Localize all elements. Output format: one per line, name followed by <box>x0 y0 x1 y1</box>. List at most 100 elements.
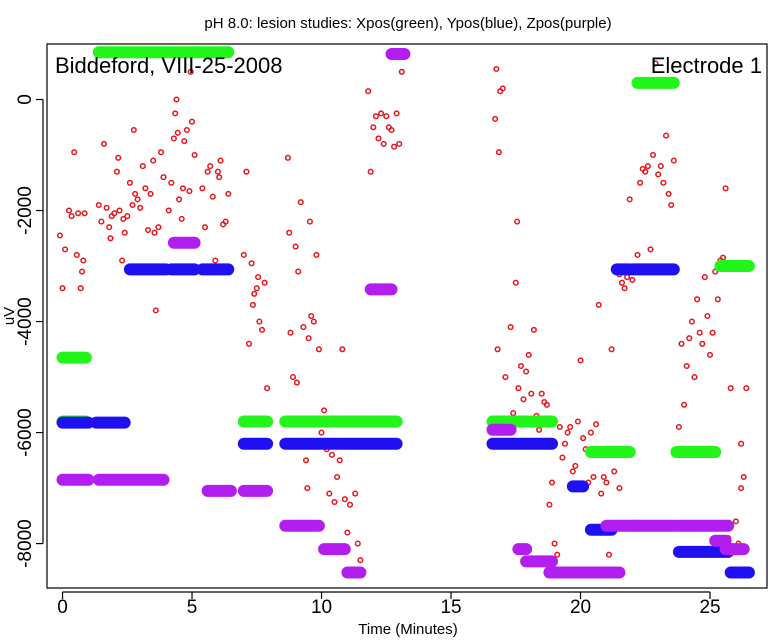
signal-point-120 <box>378 110 385 117</box>
signal-point-122 <box>383 113 390 120</box>
signal-point-24 <box>120 215 127 222</box>
signal-point-140 <box>515 385 522 392</box>
signal-point-163 <box>574 418 581 425</box>
signal-point-189 <box>642 168 649 175</box>
signal-point-78 <box>256 318 263 325</box>
x-tick-label-4: 20 <box>570 597 591 618</box>
x-tick-label-5: 25 <box>699 597 720 618</box>
signal-point-216 <box>714 296 721 303</box>
signal-point-105 <box>334 473 341 481</box>
signal-point-177 <box>611 468 618 475</box>
signal-point-32 <box>137 204 144 211</box>
signal-point-159 <box>564 429 571 436</box>
signal-point-172 <box>598 490 605 497</box>
signal-point-176 <box>608 346 615 353</box>
signal-point-139 <box>514 218 521 225</box>
signal-point-23 <box>119 257 126 264</box>
signal-point-88 <box>295 268 302 275</box>
signal-point-222 <box>732 518 739 525</box>
signal-point-116 <box>367 168 374 175</box>
signal-point-209 <box>696 329 703 336</box>
signal-point-221 <box>727 385 734 392</box>
signal-point-125 <box>391 143 398 150</box>
signal-point-119 <box>375 135 382 142</box>
signal-point-144 <box>525 351 532 358</box>
signal-point-9 <box>78 268 86 275</box>
signal-point-33 <box>139 163 146 170</box>
signal-point-107 <box>339 346 346 353</box>
signal-point-115 <box>365 88 372 95</box>
signal-point-49 <box>176 196 183 203</box>
signal-point-152 <box>546 501 553 508</box>
signal-point-114 <box>357 557 364 564</box>
signal-point-86 <box>292 243 299 250</box>
signal-points <box>56 60 750 564</box>
signal-point-127 <box>396 140 403 147</box>
signal-point-143 <box>523 368 530 375</box>
signal-point-3 <box>65 207 73 214</box>
signal-point-8 <box>77 285 84 292</box>
signal-point-30 <box>132 190 139 197</box>
signal-point-121 <box>380 140 387 147</box>
signal-point-41 <box>157 149 165 156</box>
signal-point-190 <box>644 163 651 170</box>
signal-point-51 <box>179 185 187 192</box>
signal-point-154 <box>551 540 558 547</box>
signal-point-171 <box>595 301 602 308</box>
signal-point-59 <box>201 224 209 231</box>
signal-point-64 <box>214 168 221 175</box>
signal-point-80 <box>261 279 268 286</box>
signal-point-199 <box>668 201 675 209</box>
signal-point-26 <box>124 213 131 220</box>
y-tick-label-3: -6000 <box>15 408 36 457</box>
signal-point-203 <box>681 401 688 408</box>
position-segments <box>56 46 755 579</box>
signal-point-148 <box>536 426 543 433</box>
signal-point-20 <box>113 168 120 175</box>
signal-point-218 <box>719 254 727 261</box>
signal-point-35 <box>144 226 152 234</box>
y-tick-label-2: -4000 <box>15 297 36 346</box>
signal-point-155 <box>554 551 561 558</box>
signal-point-71 <box>243 168 250 175</box>
signal-point-54 <box>186 188 193 195</box>
signal-point-164 <box>577 357 584 364</box>
signal-point-137 <box>510 410 517 417</box>
signal-point-39 <box>152 307 159 314</box>
signal-point-96 <box>310 318 317 325</box>
signal-point-70 <box>240 251 247 258</box>
signal-point-85 <box>289 374 297 381</box>
signal-point-196 <box>660 179 667 186</box>
signal-point-34 <box>142 185 149 192</box>
signal-point-87 <box>293 379 300 386</box>
signal-point-225 <box>740 473 747 481</box>
signal-point-28 <box>129 201 136 209</box>
signal-point-91 <box>302 457 310 464</box>
signal-point-0 <box>56 232 63 239</box>
x-tick-label-1: 5 <box>187 597 198 618</box>
signal-point-2 <box>62 246 69 253</box>
signal-point-173 <box>600 473 607 481</box>
x-tick-label-0: 0 <box>57 597 68 618</box>
signal-point-110 <box>346 501 354 508</box>
signal-point-68 <box>222 218 229 225</box>
signal-point-65 <box>216 174 223 181</box>
signal-point-138 <box>512 279 519 286</box>
signal-point-38 <box>151 229 158 236</box>
signal-point-132 <box>495 149 502 156</box>
signal-point-100 <box>321 407 328 414</box>
y-axis: 0 -2000 -4000 -6000 -8000 <box>15 94 44 568</box>
signal-point-227 <box>738 440 745 447</box>
signal-point-16 <box>106 224 113 231</box>
signal-point-46 <box>172 110 179 117</box>
signal-point-130 <box>493 65 500 73</box>
signal-point-17 <box>107 235 114 242</box>
signal-point-195 <box>657 163 664 170</box>
x-tick-label-3: 15 <box>440 597 461 618</box>
signal-point-5 <box>71 149 78 156</box>
signal-point-128 <box>398 68 405 75</box>
x-tick-label-2: 10 <box>311 597 332 618</box>
signal-point-72 <box>245 340 253 347</box>
signal-point-69 <box>225 190 232 197</box>
